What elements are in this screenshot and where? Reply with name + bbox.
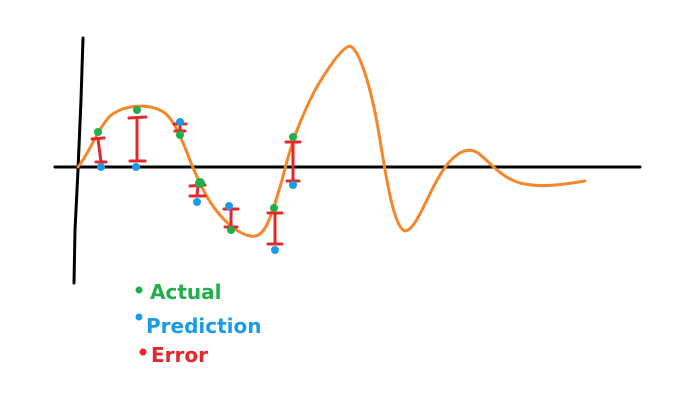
legend-actual-marker xyxy=(135,286,143,294)
model-curve xyxy=(76,44,587,238)
legend-prediction-label: Prediction xyxy=(146,314,262,338)
actual-point xyxy=(94,128,102,136)
legend-error-label: Error xyxy=(151,343,208,367)
error-bar xyxy=(90,136,108,164)
legend-error-marker xyxy=(139,348,147,356)
prediction-points xyxy=(97,118,297,254)
error-bar xyxy=(266,211,284,246)
prediction-point xyxy=(193,198,201,206)
actual-point xyxy=(270,204,278,212)
prediction-point xyxy=(97,163,105,171)
prediction-point xyxy=(289,181,297,189)
actual-point xyxy=(195,178,205,188)
prediction-point xyxy=(225,202,233,210)
prediction-point xyxy=(271,246,279,254)
actual-points xyxy=(94,106,297,234)
error-bar xyxy=(127,115,148,163)
legend-prediction-marker xyxy=(135,313,143,321)
y-axis xyxy=(72,36,85,285)
actual-point xyxy=(176,131,184,139)
prediction-point xyxy=(132,163,140,171)
actual-point xyxy=(133,106,141,114)
legend-actual-label: Actual xyxy=(150,280,221,304)
prediction-point xyxy=(176,118,184,126)
legend: Actual Prediction Error xyxy=(135,280,262,367)
actual-point xyxy=(289,133,297,141)
actual-point xyxy=(227,226,235,234)
error-bar xyxy=(222,207,240,229)
